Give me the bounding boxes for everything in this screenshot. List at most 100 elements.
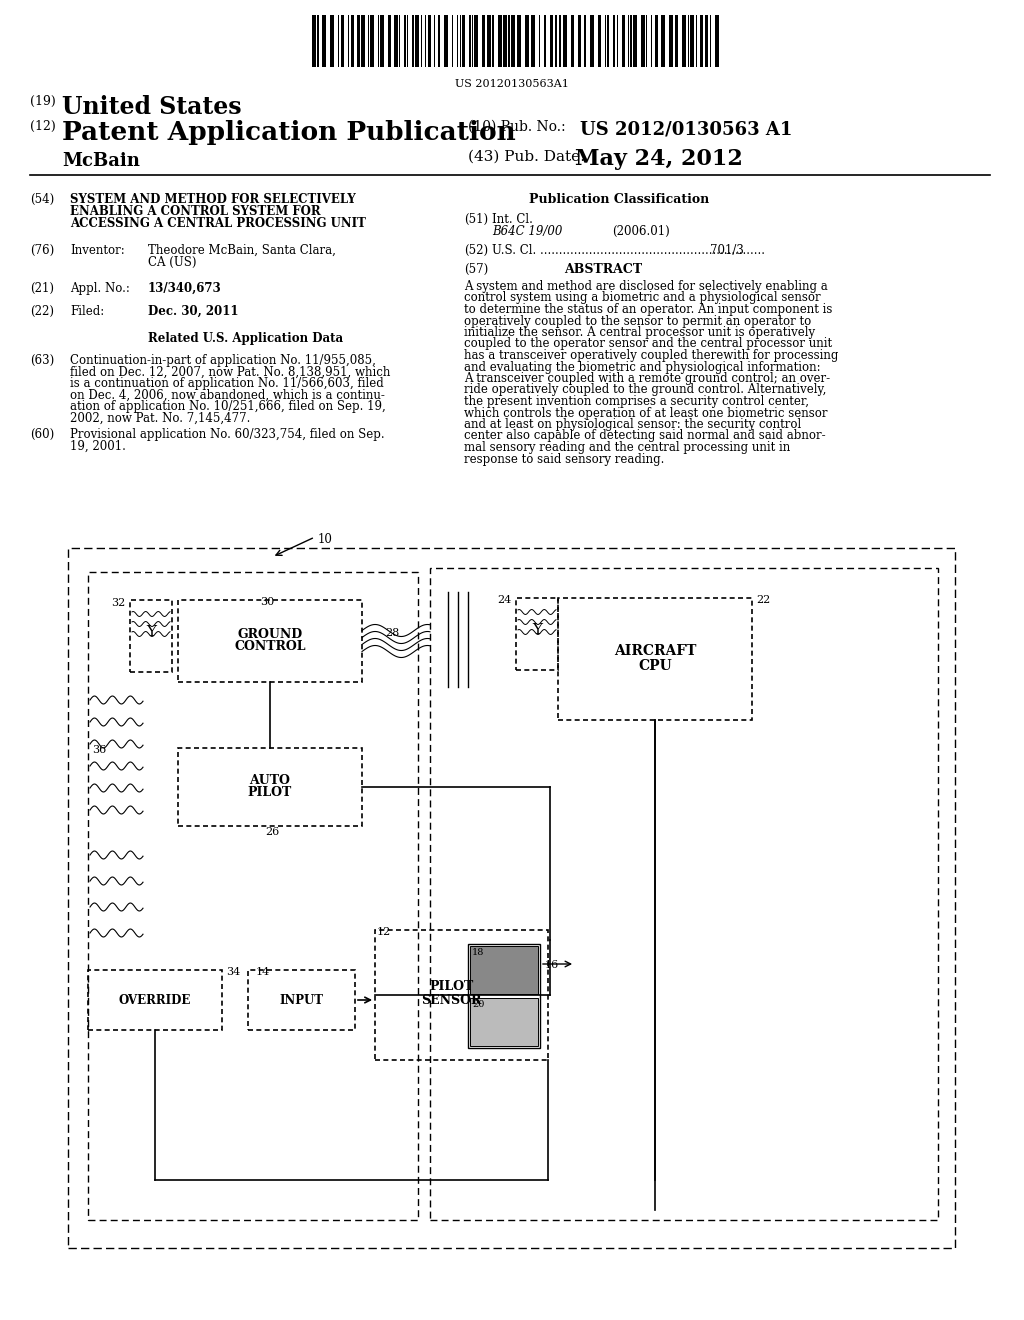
Bar [715,15,719,67]
Bar [178,601,362,682]
Bar [558,598,752,719]
Bar [525,15,529,67]
Text: ABSTRACT: ABSTRACT [564,263,642,276]
Bar [430,568,938,1220]
Text: Appl. No.:: Appl. No.: [70,282,130,294]
Bar [438,15,440,67]
Text: 12: 12 [377,927,391,937]
Bar [341,15,344,67]
Text: 28: 28 [385,628,399,638]
Bar [68,548,955,1247]
Bar [130,601,172,672]
Bar [690,15,694,67]
Bar [675,15,678,67]
Bar [88,970,222,1030]
Text: mal sensory reading and the central processing unit in: mal sensory reading and the central proc… [464,441,791,454]
Text: 13/340,673: 13/340,673 [148,282,222,294]
Text: Filed:: Filed: [70,305,104,318]
Bar [470,946,538,994]
Bar [357,15,360,67]
Bar [498,15,502,67]
Bar [462,15,465,67]
Bar [559,15,561,67]
Bar [633,15,637,67]
Text: U.S. Cl. ............................................................: U.S. Cl. ...............................… [492,244,765,257]
Bar [388,15,391,67]
Text: the present invention comprises a security control center,: the present invention comprises a securi… [464,395,809,408]
Text: on Dec. 4, 2006, now abandoned, which is a continu-: on Dec. 4, 2006, now abandoned, which is… [70,388,385,401]
Bar [487,15,490,67]
Text: which controls the operation of at least one biometric sensor: which controls the operation of at least… [464,407,827,420]
Text: to determine the status of an operator. An input component is: to determine the status of an operator. … [464,304,833,315]
Text: 19, 2001.: 19, 2001. [70,440,126,453]
Bar [517,15,521,67]
Bar [178,748,362,826]
Text: (10) Pub. No.:: (10) Pub. No.: [468,120,565,135]
Text: 20: 20 [472,1001,484,1008]
Text: ACCESSING A CENTRAL PROCESSING UNIT: ACCESSING A CENTRAL PROCESSING UNIT [70,216,366,230]
Text: 22: 22 [756,595,770,605]
Bar [444,15,449,67]
Text: ride operatively coupled to the ground control. Alternatively,: ride operatively coupled to the ground c… [464,384,826,396]
Bar [375,931,548,1060]
Text: McBain: McBain [62,152,140,170]
Text: center also capable of detecting said normal and said abnor-: center also capable of detecting said no… [464,429,825,442]
Text: 18: 18 [472,948,484,957]
Bar [468,944,540,1048]
Text: AIRCRAFT: AIRCRAFT [613,644,696,657]
Bar [613,15,615,67]
Bar [394,15,398,67]
Bar [516,598,558,671]
Text: Theodore McBain, Santa Clara,: Theodore McBain, Santa Clara, [148,244,336,257]
Text: 26: 26 [265,828,280,837]
Text: May 24, 2012: May 24, 2012 [575,148,742,170]
Text: Continuation-in-part of application No. 11/955,085,: Continuation-in-part of application No. … [70,354,376,367]
Bar [508,15,510,67]
Text: Related U.S. Application Data: Related U.S. Application Data [148,333,343,345]
Text: response to said sensory reading.: response to said sensory reading. [464,453,665,466]
Text: (63): (63) [30,354,54,367]
Text: 24: 24 [497,595,511,605]
Bar [655,15,658,67]
Text: Y: Y [532,623,542,638]
Bar [555,15,557,67]
Text: coupled to the operator sensor and the central processor unit: coupled to the operator sensor and the c… [464,338,833,351]
Text: control system using a biometric and a physiological sensor: control system using a biometric and a p… [464,292,820,305]
Text: 34: 34 [226,968,241,977]
Text: (52): (52) [464,244,488,257]
Text: SYSTEM AND METHOD FOR SELECTIVELY: SYSTEM AND METHOD FOR SELECTIVELY [70,193,355,206]
Bar [317,15,319,67]
Bar [482,15,485,67]
Text: (76): (76) [30,244,54,257]
Bar [550,15,553,67]
Bar [412,15,414,67]
Bar [630,15,632,67]
Text: 16: 16 [545,960,559,970]
Text: and at least on physiological sensor: the security control: and at least on physiological sensor: th… [464,418,801,432]
Bar [598,15,601,67]
Text: Patent Application Publication: Patent Application Publication [62,120,516,145]
Bar [404,15,406,67]
Text: GROUND: GROUND [238,627,302,640]
Text: initialize the sensor. A central processor unit is operatively: initialize the sensor. A central process… [464,326,815,339]
Bar [607,15,609,67]
Text: US 2012/0130563 A1: US 2012/0130563 A1 [580,120,793,139]
Text: US 20120130563A1: US 20120130563A1 [455,79,569,88]
Text: 36: 36 [92,744,106,755]
Text: and evaluating the biometric and physiological information:: and evaluating the biometric and physiol… [464,360,820,374]
Text: filed on Dec. 12, 2007, now Pat. No. 8,138,951, which: filed on Dec. 12, 2007, now Pat. No. 8,1… [70,366,390,379]
Text: PILOT: PILOT [248,787,292,800]
Bar [622,15,625,67]
Text: Int. Cl.: Int. Cl. [492,213,532,226]
Text: Publication Classification: Publication Classification [529,193,710,206]
Bar [578,15,581,67]
Bar [705,15,708,67]
Bar [544,15,546,67]
Bar [571,15,574,67]
Text: 2002, now Pat. No. 7,145,477.: 2002, now Pat. No. 7,145,477. [70,412,251,425]
Text: 14: 14 [256,968,270,977]
Text: (43) Pub. Date:: (43) Pub. Date: [468,150,586,164]
Bar [590,15,594,67]
Bar [511,15,515,67]
Text: ation of application No. 10/251,666, filed on Sep. 19,: ation of application No. 10/251,666, fil… [70,400,386,413]
